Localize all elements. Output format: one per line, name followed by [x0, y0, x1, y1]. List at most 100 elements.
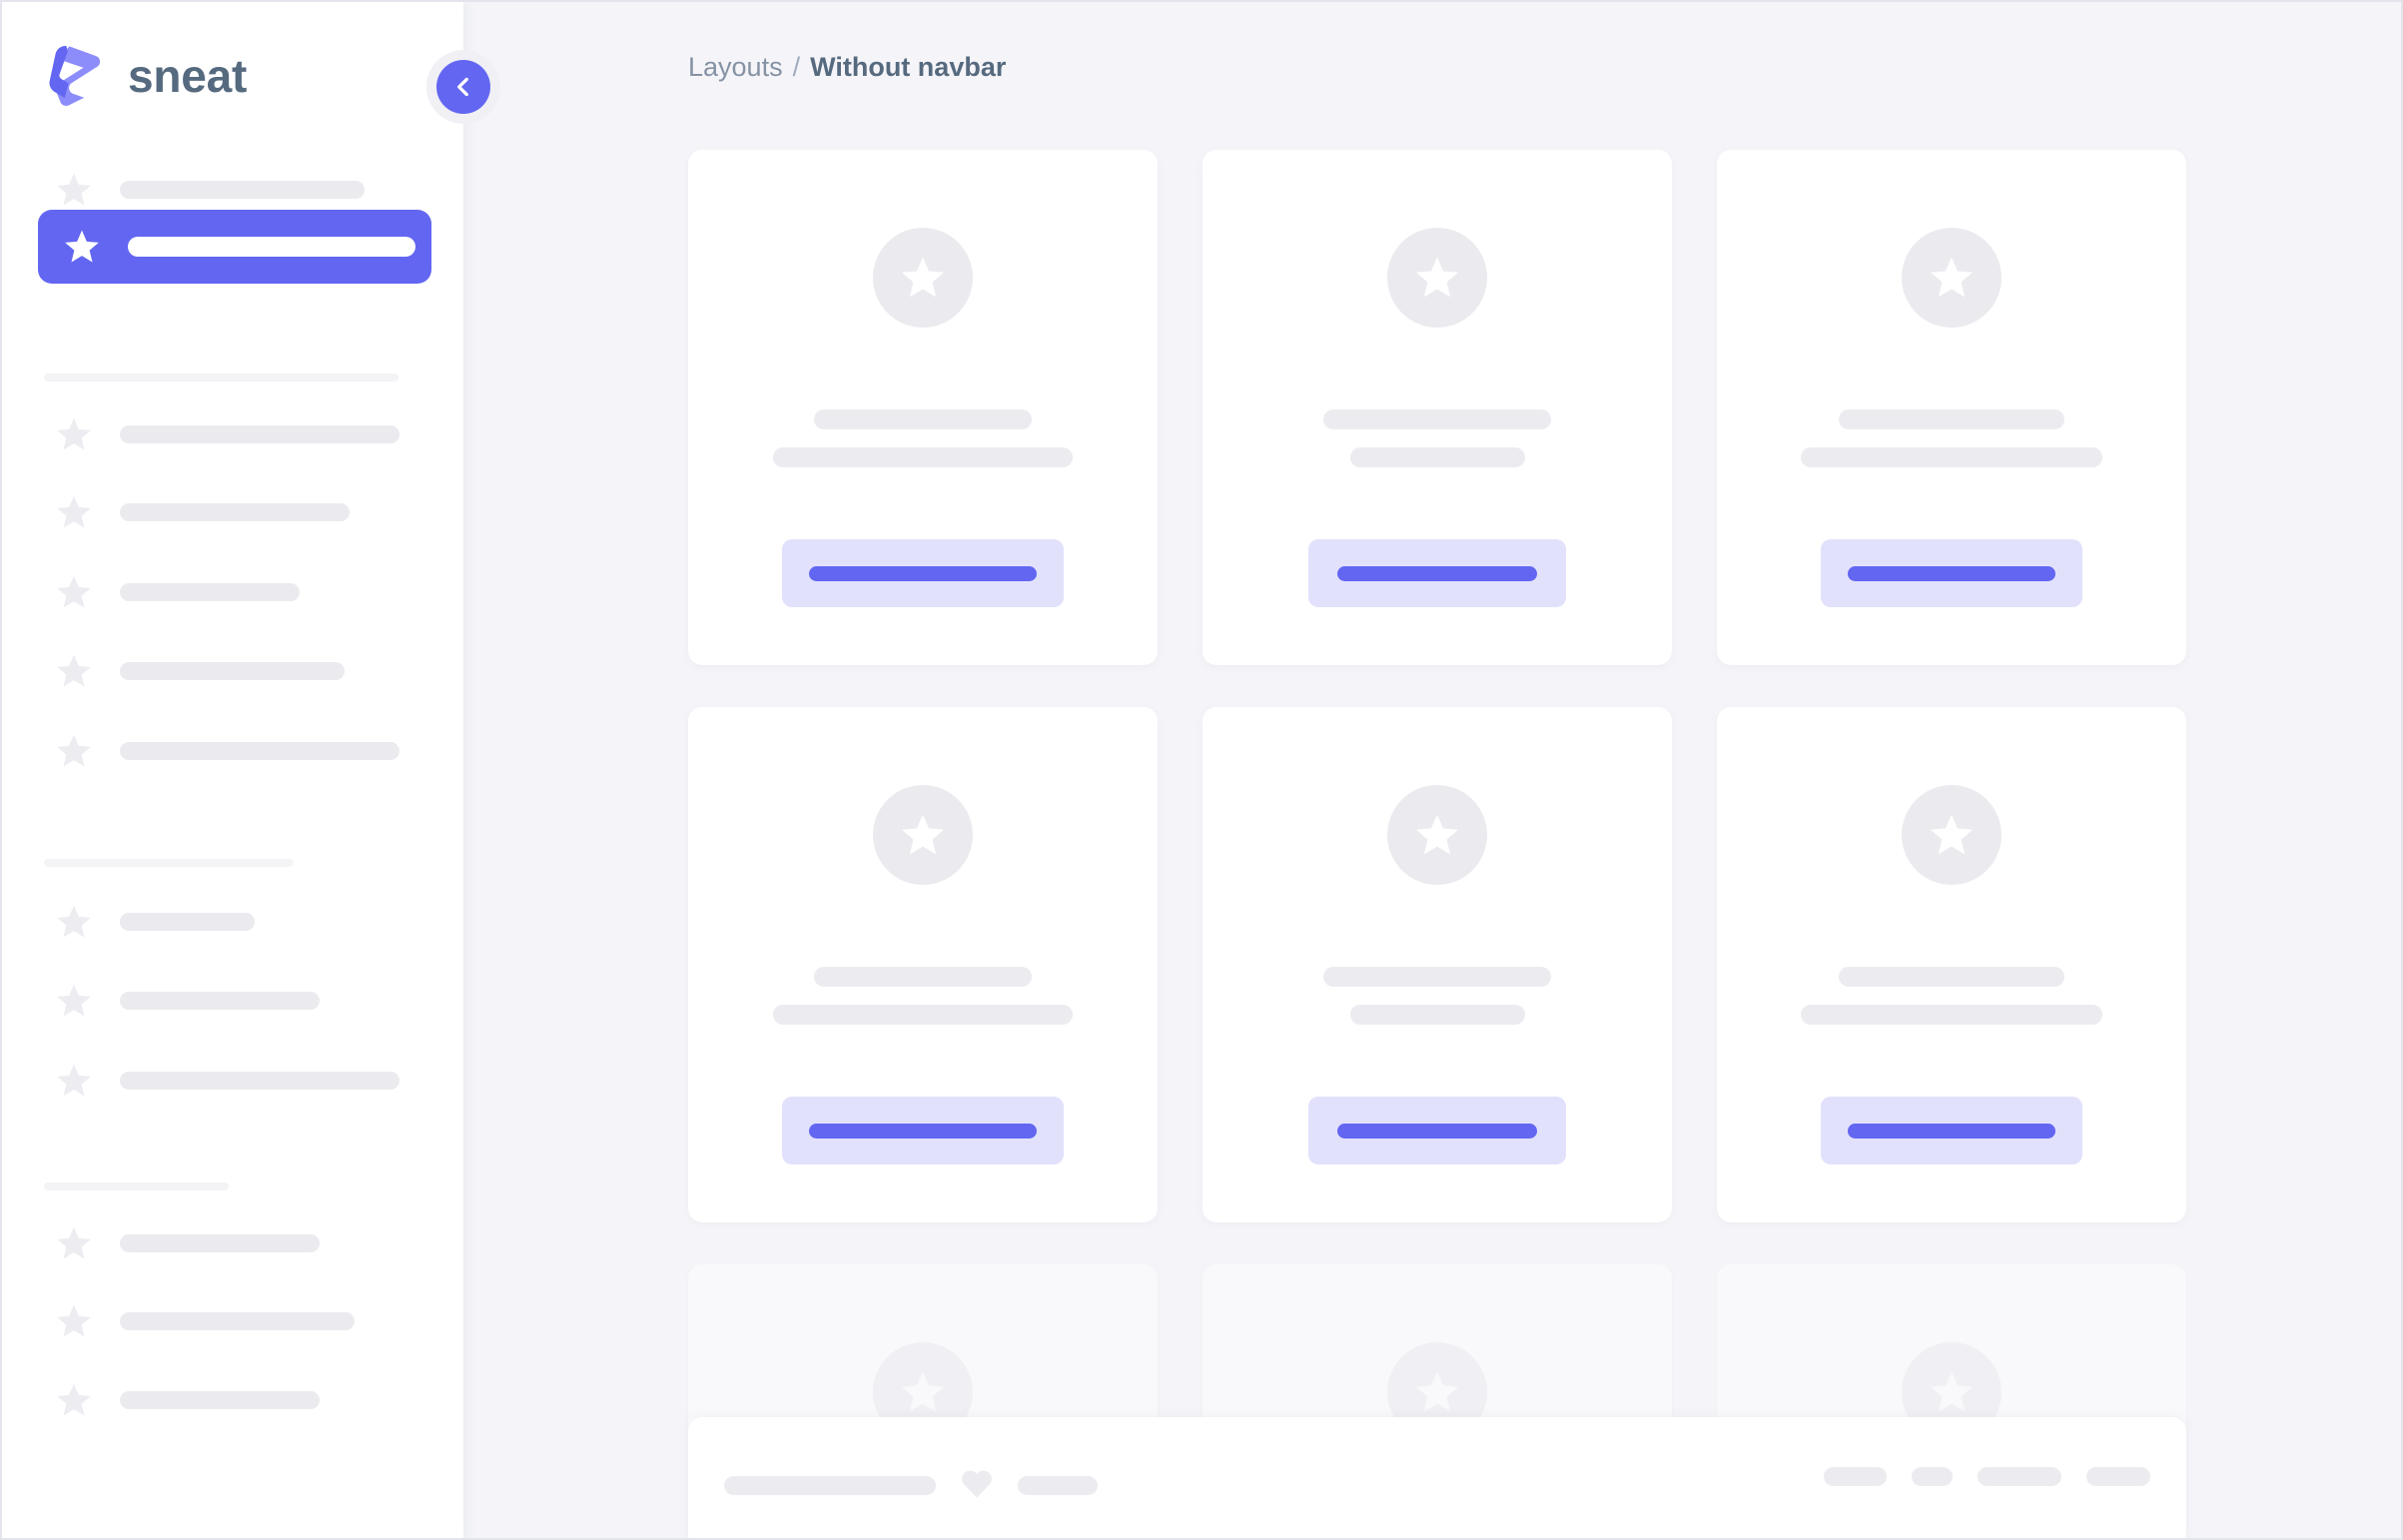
sidebar-item-label-skeleton: [128, 237, 415, 257]
card-title-skeleton: [1323, 967, 1551, 987]
sidebar-item[interactable]: [54, 643, 345, 699]
card-title-skeleton: [1839, 409, 2064, 429]
content-card[interactable]: [688, 150, 1158, 665]
content-card[interactable]: [1202, 707, 1672, 1222]
content-card[interactable]: [1202, 150, 1672, 665]
brand[interactable]: sneat: [46, 44, 247, 108]
star-icon: [1930, 257, 1974, 298]
main-content: Layouts / Without navbar: [463, 2, 2401, 1538]
sidebar-item-label-skeleton: [120, 583, 300, 601]
card-subtitle-skeleton: [773, 447, 1073, 467]
card-inner: [688, 707, 1158, 1222]
star-icon: [901, 814, 945, 855]
card-subtitle-skeleton: [1349, 447, 1525, 467]
card-title-skeleton: [814, 967, 1032, 987]
card-action-label-skeleton: [809, 565, 1037, 581]
card-subtitle-skeleton: [1801, 1005, 2102, 1025]
sidebar-divider: [44, 374, 399, 382]
sidebar-item[interactable]: [54, 1293, 355, 1349]
star-icon: [901, 1371, 945, 1412]
star-icon: [57, 1383, 91, 1416]
card-avatar: [1902, 228, 2002, 328]
card-avatar: [1902, 785, 2002, 885]
star-icon: [57, 734, 91, 767]
sidebar-item[interactable]: [54, 1215, 320, 1271]
star-icon: [1930, 814, 1974, 855]
card-action-button[interactable]: [1308, 1097, 1566, 1164]
content-card[interactable]: [688, 707, 1158, 1222]
card-title-skeleton: [1839, 967, 2064, 987]
star-icon: [1415, 814, 1459, 855]
star-icon: [1930, 1371, 1974, 1412]
sidebar-item[interactable]: [54, 1372, 320, 1428]
card-inner: [1717, 150, 2186, 665]
card-action-label-skeleton: [1337, 565, 1537, 581]
content-card[interactable]: [1717, 707, 2186, 1222]
footer-text-skeleton: [1824, 1467, 1887, 1486]
card-avatar: [1387, 228, 1487, 328]
footer-text-skeleton: [1912, 1467, 1953, 1486]
card-action-button[interactable]: [1821, 1097, 2082, 1164]
card-action-button[interactable]: [1308, 539, 1566, 607]
collapse-button-ring: [426, 50, 500, 124]
star-icon: [57, 495, 91, 528]
card-action-button[interactable]: [782, 539, 1064, 607]
breadcrumb-current: Without navbar: [810, 52, 1007, 82]
star-icon: [901, 257, 945, 298]
sidebar-item-label-skeleton: [120, 992, 320, 1010]
card-subtitle-skeleton: [1801, 447, 2102, 467]
footer-bar: [688, 1417, 2186, 1538]
sidebar-item-label-skeleton: [120, 503, 350, 521]
star-icon: [57, 984, 91, 1017]
card-action-label-skeleton: [1848, 565, 2055, 581]
sidebar-item-label-skeleton: [120, 1072, 400, 1090]
chevron-left-icon: [457, 77, 468, 97]
sidebar-item-active[interactable]: [38, 210, 431, 284]
footer-text-skeleton: [1978, 1467, 2061, 1486]
sidebar: sneat: [2, 2, 500, 1538]
sidebar-item[interactable]: [54, 564, 300, 620]
card-title-skeleton: [1323, 409, 1551, 429]
star-icon: [57, 417, 91, 450]
card-inner: [1202, 707, 1672, 1222]
star-icon: [1415, 257, 1459, 298]
sidebar-item[interactable]: [54, 1053, 400, 1109]
brand-name: sneat: [128, 50, 248, 102]
sidebar-collapse-button[interactable]: [436, 60, 490, 114]
footer-text-skeleton: [1018, 1476, 1098, 1495]
breadcrumb: Layouts / Without navbar: [688, 52, 1006, 83]
card-subtitle-skeleton: [1349, 1005, 1525, 1025]
card-avatar: [873, 228, 973, 328]
sidebar-item[interactable]: [54, 406, 400, 462]
card-inner: [1717, 707, 2186, 1222]
card-action-button[interactable]: [782, 1097, 1064, 1164]
content-card[interactable]: [1717, 150, 2186, 665]
breadcrumb-separator: /: [792, 52, 801, 82]
sidebar-item-label-skeleton: [120, 1312, 355, 1330]
footer-text-skeleton: [2086, 1467, 2150, 1486]
footer-right-group: [1824, 1467, 2150, 1486]
star-icon: [65, 230, 99, 263]
card-action-button[interactable]: [1821, 539, 2082, 607]
star-icon: [57, 1304, 91, 1337]
heart-icon[interactable]: [960, 1467, 994, 1504]
sidebar-item-label-skeleton: [120, 425, 400, 443]
breadcrumb-parent[interactable]: Layouts: [688, 52, 783, 82]
star-icon: [57, 654, 91, 687]
sidebar-item[interactable]: [54, 723, 400, 779]
sidebar-item-label-skeleton: [120, 1391, 320, 1409]
sidebar-item[interactable]: [54, 484, 350, 540]
sidebar-item[interactable]: [54, 162, 365, 218]
sidebar-item-label-skeleton: [120, 181, 365, 199]
footer-text-skeleton: [724, 1476, 936, 1495]
star-icon: [1415, 1371, 1459, 1412]
sidebar-item[interactable]: [54, 973, 320, 1029]
star-icon: [57, 1226, 91, 1259]
footer-left-group: [724, 1467, 1098, 1504]
sidebar-divider: [44, 1182, 229, 1190]
card-inner: [1202, 150, 1672, 665]
sidebar-item[interactable]: [54, 894, 255, 950]
sidebar-item-label-skeleton: [120, 662, 345, 680]
card-title-skeleton: [814, 409, 1032, 429]
